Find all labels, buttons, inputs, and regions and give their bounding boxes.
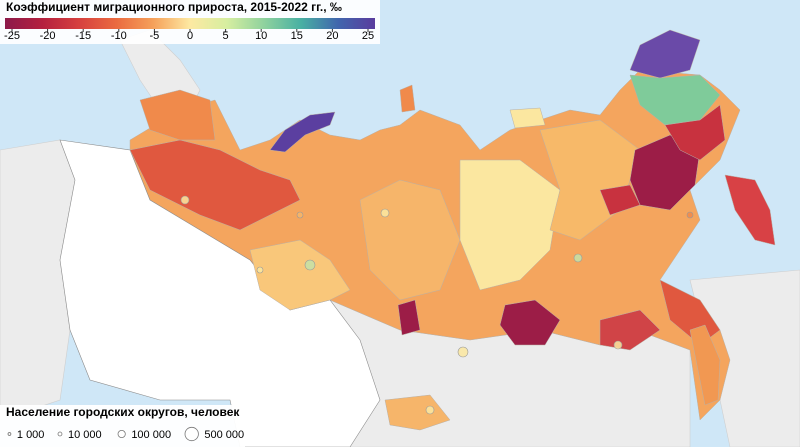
colorbar-tick-label: -5	[150, 30, 160, 42]
region	[459, 159, 561, 291]
size-legend-label: 500 000	[204, 429, 244, 441]
region	[399, 84, 416, 113]
colorbar-tick-label: -25	[4, 30, 20, 42]
region	[129, 139, 301, 231]
city	[573, 253, 583, 263]
colorbar-tick-label: 20	[326, 30, 338, 42]
size-legend-panel	[0, 405, 245, 447]
city	[296, 211, 304, 219]
colorbar-gradient	[5, 18, 375, 29]
region	[249, 239, 351, 311]
size-legend-circle	[7, 432, 12, 436]
city	[686, 211, 694, 219]
colorbar-tick-label: -20	[40, 30, 56, 42]
city	[613, 340, 623, 350]
region	[629, 74, 721, 126]
colorbar-tick-label: 10	[255, 30, 267, 42]
size-legend-label: 1 000	[17, 429, 45, 441]
colorbar-tick-label: 25	[362, 30, 374, 42]
size-legend-label: 100 000	[131, 429, 171, 441]
region	[269, 111, 336, 153]
region	[397, 299, 421, 336]
size-legend-title: Население городских округов, человек	[6, 405, 240, 419]
size-legend-circle	[184, 426, 199, 442]
size-legend-circle	[57, 431, 63, 437]
region	[599, 309, 661, 351]
size-legend-label: 10 000	[68, 429, 102, 441]
city	[425, 405, 435, 415]
colorbar-tick-label: 5	[223, 30, 229, 42]
size-legend-circle	[117, 429, 126, 439]
region	[509, 107, 546, 129]
region	[384, 394, 451, 431]
colorbar-tick-label: 15	[291, 30, 303, 42]
city	[457, 346, 469, 358]
region-no-data	[59, 139, 381, 447]
region	[499, 299, 561, 346]
size-legend: 1 000 10 000 100 000 500 000	[7, 426, 244, 442]
colorbar-tick-label: 0	[187, 30, 193, 42]
colorbar: -25 -20 -15 -10 -5 0 5 10 15 20 25	[4, 18, 375, 42]
colorbar-tick-label: -10	[111, 30, 127, 42]
city	[380, 208, 390, 218]
region	[599, 184, 641, 216]
region	[139, 89, 216, 141]
region	[724, 174, 776, 246]
colorbar-tick-label: -15	[75, 30, 91, 42]
city	[256, 266, 264, 274]
region	[664, 104, 726, 161]
title: Коэффициент миграционного прироста, 2015…	[6, 0, 342, 14]
city	[304, 259, 316, 271]
region	[689, 324, 721, 406]
city	[180, 195, 190, 205]
